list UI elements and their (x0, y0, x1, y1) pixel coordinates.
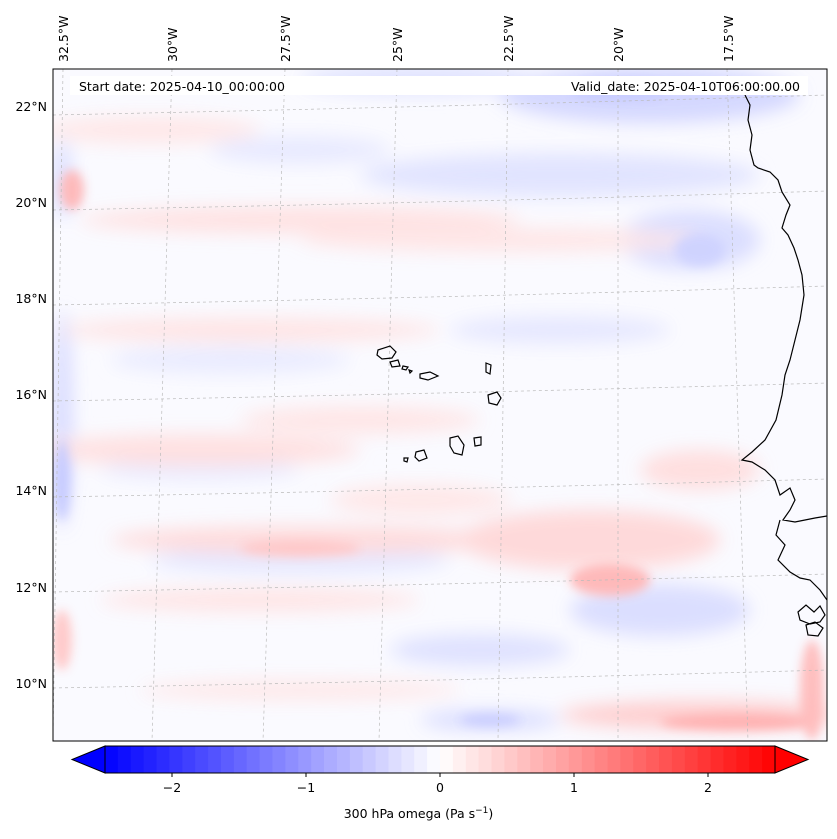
colorbar-segment (478, 746, 493, 773)
colorbar-segment (259, 746, 273, 773)
colorbar-segment (105, 746, 119, 773)
colorbar-segment (156, 746, 170, 773)
colorbar-label-main: 300 hPa omega (Pa s (343, 806, 476, 822)
colorbar-segment (208, 746, 222, 773)
colorbar-segment (349, 746, 364, 773)
colorbar-tick-label: −2 (163, 780, 181, 795)
colorbar-segment (504, 746, 518, 773)
colorbar-segment (671, 746, 686, 773)
colorbar-segment (233, 746, 248, 773)
colorbar-extend-max (774, 745, 810, 774)
colorbar-segment (401, 746, 415, 773)
colorbar-segment (427, 746, 441, 773)
colorbar-segment (568, 746, 583, 773)
colorbar-extend-min (70, 745, 106, 774)
colorbar-segment (362, 746, 377, 773)
lat-label: 18°N (15, 291, 47, 306)
start-date-label: Start date: 2025-04-10_00:00:00 (79, 79, 285, 94)
gridlines (53, 69, 827, 741)
lon-label: 32.5°W (56, 16, 71, 62)
colorbar-segment (749, 746, 763, 773)
colorbar-segment (285, 746, 299, 773)
colorbar-segment (620, 746, 634, 773)
colorbar-label-exponent: −1 (475, 806, 489, 816)
colorbar-segment (607, 746, 621, 773)
colorbar-segment (388, 746, 402, 773)
colorbar-segment (375, 746, 389, 773)
lon-label: 30°W (165, 27, 180, 62)
colorbar-segment (581, 746, 596, 773)
colorbar-segment (543, 746, 557, 773)
colorbar-segment (440, 746, 454, 773)
colorbar (70, 745, 810, 774)
colorbar-segment (555, 746, 570, 773)
colorbar-segment (633, 746, 647, 773)
colorbar-segment (324, 746, 338, 773)
colorbar-segment (465, 746, 480, 773)
colorbar-segment (336, 746, 351, 773)
lon-label: 17.5°W (721, 16, 736, 62)
valid-date-label: Valid_date: 2025-04-10T06:00:00.00 (571, 79, 800, 94)
colorbar-segment (697, 746, 712, 773)
omega-field (53, 69, 827, 741)
coastline (740, 94, 827, 637)
colorbar-ticks: −2 −1 0 1 2 (163, 773, 712, 795)
longitude-labels: 32.5°W 30°W 27.5°W 25°W 22.5°W 20°W 17.5… (56, 16, 736, 62)
lat-label: 22°N (15, 99, 47, 114)
lon-label: 20°W (611, 27, 626, 62)
colorbar-segment (182, 746, 196, 773)
lon-label: 27.5°W (278, 16, 293, 62)
colorbar-segment (298, 746, 312, 773)
lat-label: 14°N (15, 483, 47, 498)
colorbar-segment (414, 746, 428, 773)
colorbar-segment (710, 746, 724, 773)
colorbar-segment (530, 746, 544, 773)
colorbar-segment (684, 746, 699, 773)
colorbar-segment (117, 746, 132, 773)
colorbar-tick-label: 2 (704, 780, 712, 795)
cape-verde-islands (376, 345, 502, 463)
lat-label: 16°N (15, 387, 47, 402)
colorbar-segment (736, 746, 750, 773)
colorbar-segment (517, 746, 531, 773)
latitude-labels: 22°N 20°N 18°N 16°N 14°N 12°N 10°N (15, 99, 47, 691)
lon-label: 22.5°W (501, 16, 516, 62)
colorbar-segment (220, 746, 235, 773)
lat-label: 20°N (15, 195, 47, 210)
colorbar-segment (594, 746, 608, 773)
colorbar-segment (272, 746, 286, 773)
colorbar-tick-label: 0 (436, 780, 444, 795)
lat-label: 10°N (15, 676, 47, 691)
colorbar-segment (723, 746, 737, 773)
colorbar-segment (659, 746, 673, 773)
colorbar-segment (130, 746, 145, 773)
colorbar-tick-label: 1 (570, 780, 578, 795)
lat-label: 12°N (15, 580, 47, 595)
lon-label: 25°W (390, 27, 405, 62)
colorbar-segment (169, 746, 183, 773)
colorbar-segment (452, 746, 467, 773)
map-frame (52, 68, 828, 742)
colorbar-segment (143, 746, 158, 773)
colorbar-segment (195, 746, 209, 773)
colorbar-segment (311, 746, 325, 773)
colorbar-segment (762, 746, 776, 773)
colorbar-segment (646, 746, 660, 773)
colorbar-label: 300 hPa omega (Pa s−1) (0, 806, 837, 821)
colorbar-segment (491, 746, 505, 773)
colorbar-tick-label: −1 (297, 780, 315, 795)
colorbar-label-close: ) (488, 806, 494, 822)
colorbar-segment (246, 746, 261, 773)
